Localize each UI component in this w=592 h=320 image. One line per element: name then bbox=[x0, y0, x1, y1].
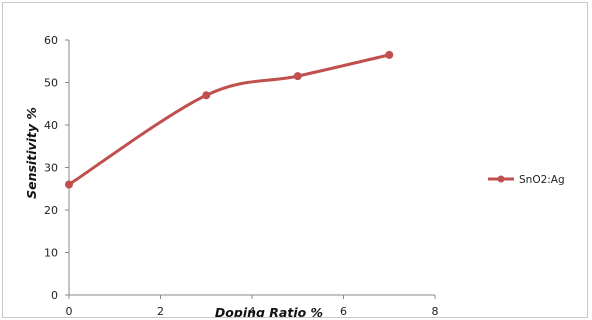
data-point bbox=[385, 50, 394, 59]
x-tick-label: 2 bbox=[157, 305, 164, 318]
data-point bbox=[65, 180, 73, 189]
x-axis: 0 2 4 6 8 bbox=[66, 294, 439, 318]
legend-label: SnO2:Ag bbox=[519, 174, 565, 186]
legend-marker-icon bbox=[497, 175, 505, 183]
legend: SnO2:Ag bbox=[488, 174, 565, 186]
x-tick-label: 8 bbox=[432, 305, 439, 318]
y-tick-label: 30 bbox=[44, 162, 58, 175]
chart-frame: 0 10 20 30 40 50 60 0 2 4 6 8 Sensitivity % Doping… bbox=[2, 2, 588, 318]
y-axis-title: Sensitivity % bbox=[24, 107, 39, 199]
y-tick-label: 20 bbox=[44, 204, 58, 217]
y-tick-label: 10 bbox=[44, 247, 58, 260]
series-line bbox=[67, 53, 391, 186]
data-point bbox=[293, 72, 302, 81]
x-axis-title: Doping Ratio % bbox=[215, 305, 323, 318]
line-chart: 0 10 20 30 40 50 60 0 2 4 6 8 Sensitivity % Doping… bbox=[24, 34, 565, 318]
x-tick-label: 4 bbox=[249, 305, 256, 318]
series-area bbox=[65, 50, 394, 189]
y-axis: 0 10 20 30 40 50 60 bbox=[44, 34, 70, 302]
x-tick-label: 6 bbox=[340, 305, 347, 318]
y-tick-label: 40 bbox=[44, 119, 58, 132]
y-tick-label: 50 bbox=[44, 77, 58, 90]
x-tick-label: 0 bbox=[66, 305, 73, 318]
y-tick-label: 60 bbox=[44, 34, 58, 47]
y-tick-label: 0 bbox=[51, 289, 58, 302]
data-point bbox=[202, 91, 211, 100]
